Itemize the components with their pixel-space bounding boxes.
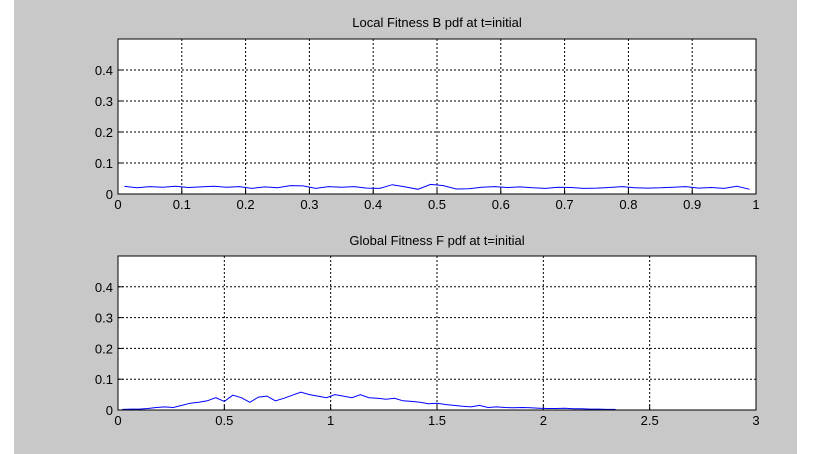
x-tick-label: 0.4 bbox=[364, 197, 382, 212]
x-tick-label: 0.8 bbox=[619, 197, 637, 212]
series-line bbox=[122, 391, 616, 410]
plot-title: Global Fitness F pdf at t=initial bbox=[349, 233, 524, 248]
figure-window: Local Fitness B pdf at t=initial 0 0.1 0.2… bbox=[14, 0, 797, 454]
series-line bbox=[124, 183, 750, 190]
x-tick-label: 0.2 bbox=[237, 197, 255, 212]
x-tick-label: 0.6 bbox=[492, 197, 510, 212]
y-tick-label: 0 bbox=[106, 187, 113, 202]
x-tick-label: 0.5 bbox=[428, 197, 446, 212]
y-tick-label: 0.1 bbox=[95, 156, 113, 171]
x-tick-label: 0.9 bbox=[683, 197, 701, 212]
x-tick-label: 2 bbox=[540, 413, 547, 428]
x-tick-label: 0 bbox=[114, 413, 121, 428]
plot-title: Local Fitness B pdf at t=initial bbox=[352, 15, 522, 30]
x-tick-label: 0.7 bbox=[556, 197, 574, 212]
x-tick-label: 1 bbox=[327, 413, 334, 428]
plot-global-fitness: Global Fitness F pdf at t=initial 0 0.5 1 1… bbox=[95, 233, 760, 428]
y-tick-label: 0.2 bbox=[95, 125, 113, 140]
x-tick-label: 0.3 bbox=[300, 197, 318, 212]
x-tick-label: 2.5 bbox=[641, 413, 659, 428]
x-tick-label: 0.1 bbox=[173, 197, 191, 212]
axes-frame bbox=[117, 255, 757, 411]
x-tick-label: 0.5 bbox=[215, 413, 233, 428]
y-tick-label: 0.4 bbox=[95, 280, 113, 295]
y-tick-label: 0.3 bbox=[95, 94, 113, 109]
x-tick-label: 1.5 bbox=[428, 413, 446, 428]
y-tick-label: 0.1 bbox=[95, 372, 113, 387]
figure-canvas: Local Fitness B pdf at t=initial 0 0.1 0.2… bbox=[95, 15, 760, 428]
x-tick-label: 0 bbox=[114, 197, 121, 212]
x-tick-label: 1 bbox=[752, 197, 759, 212]
y-tick-label: 0.2 bbox=[95, 341, 113, 356]
y-tick-label: 0.4 bbox=[95, 63, 113, 78]
x-tick-label: 3 bbox=[752, 413, 759, 428]
y-tick-label: 0 bbox=[106, 403, 113, 418]
y-tick-label: 0.3 bbox=[95, 311, 113, 326]
axes-frame bbox=[117, 38, 757, 195]
plot-local-fitness: Local Fitness B pdf at t=initial 0 0.1 0.2… bbox=[95, 15, 760, 212]
